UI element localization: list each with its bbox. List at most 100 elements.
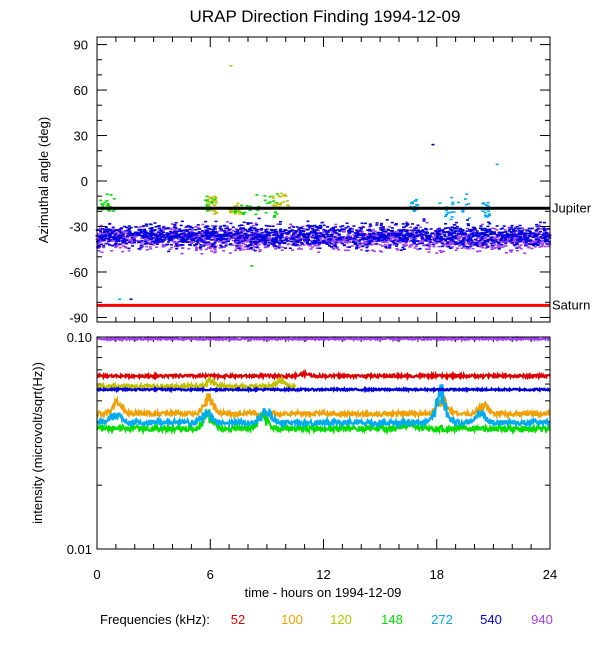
point-540-khz	[243, 239, 247, 241]
point-540-khz	[499, 234, 503, 237]
point-540-khz	[191, 239, 195, 242]
point-940-khz	[471, 230, 475, 233]
point-940-khz	[522, 239, 526, 242]
point-540-khz	[215, 238, 219, 240]
point-272-khz	[482, 202, 486, 204]
point-940-khz	[457, 237, 461, 240]
point-540-khz	[499, 228, 503, 230]
point-540-khz	[534, 242, 538, 245]
point-540-khz	[284, 247, 288, 249]
point-540-khz	[497, 248, 501, 250]
point-940-khz	[177, 238, 181, 240]
point-540-khz	[452, 240, 456, 243]
series-line-100-khz	[96, 393, 551, 420]
point-540-khz	[371, 232, 375, 235]
point-940-khz	[414, 245, 418, 247]
point-540-khz	[340, 228, 344, 231]
point-940-khz	[462, 241, 466, 243]
point-940-khz	[282, 237, 286, 239]
point-940-khz	[478, 236, 482, 238]
point-540-khz	[450, 239, 454, 241]
point-940-khz	[205, 244, 209, 246]
point-540-khz	[437, 227, 441, 230]
point-940-khz	[404, 242, 408, 244]
point-540-khz	[475, 230, 479, 232]
point-940-khz	[298, 244, 302, 247]
point-540-khz	[313, 236, 317, 239]
point-540-khz	[454, 221, 458, 224]
point-940-khz	[349, 235, 353, 238]
point-940-khz	[360, 235, 364, 238]
point-540-khz	[176, 233, 180, 236]
point-540-khz	[427, 238, 431, 240]
point-940-khz	[189, 241, 193, 243]
point-940-khz	[200, 252, 204, 255]
point-540-khz	[357, 240, 361, 242]
point-540-khz	[456, 225, 460, 228]
point-540-khz	[281, 232, 285, 235]
point-940-khz	[209, 242, 213, 245]
point-540-khz	[141, 235, 145, 238]
point-540-khz	[519, 232, 523, 235]
point-540-khz	[114, 237, 118, 240]
point-540-khz	[172, 230, 176, 233]
point-540-khz	[471, 235, 475, 238]
point-540-khz	[156, 237, 160, 240]
point-540-khz	[459, 240, 463, 243]
point-940-khz	[161, 243, 165, 246]
point-940-khz	[467, 233, 471, 236]
point-540-khz	[255, 234, 259, 236]
point-540-khz	[135, 231, 139, 234]
point-540-khz	[517, 232, 521, 234]
point-540-khz	[161, 240, 165, 243]
point-940-khz	[240, 241, 244, 244]
point-540-khz	[258, 234, 262, 237]
point-540-khz	[545, 239, 549, 241]
point-940-khz	[157, 230, 161, 232]
point-940-khz	[172, 241, 176, 244]
point-540-khz	[259, 236, 263, 239]
point-940-khz	[334, 223, 338, 226]
point-940-khz	[413, 247, 417, 249]
point-940-khz	[189, 231, 193, 234]
point-940-khz	[541, 242, 545, 244]
point-540-khz	[394, 234, 398, 237]
point-940-khz	[191, 241, 195, 244]
point-540-khz	[185, 236, 189, 239]
point-540-khz	[260, 239, 264, 241]
point-540-khz	[169, 239, 173, 241]
point-940-khz	[249, 233, 253, 236]
point-540-khz	[234, 230, 238, 233]
point-940-khz	[276, 223, 280, 226]
point-540-khz	[415, 231, 419, 233]
point-540-khz	[380, 239, 384, 242]
point-540-khz	[241, 234, 245, 237]
point-940-khz	[427, 245, 431, 248]
point-940-khz	[493, 227, 497, 230]
point-540-khz	[510, 236, 514, 239]
point-540-khz	[119, 231, 123, 234]
point-540-khz	[238, 237, 242, 239]
point-540-khz	[345, 222, 349, 225]
point-540-khz	[213, 241, 217, 244]
point-540-khz	[105, 242, 109, 245]
point-540-khz	[496, 235, 500, 237]
point-540-khz	[163, 238, 167, 241]
point-540-khz	[497, 241, 501, 244]
point-540-khz	[115, 229, 119, 231]
point-940-khz	[114, 239, 118, 242]
point-540-khz	[184, 238, 188, 241]
point-540-khz	[167, 250, 171, 253]
point-940-khz	[284, 241, 288, 244]
point-540-khz	[214, 234, 218, 237]
point-940-khz	[272, 240, 276, 242]
point-540-khz	[519, 240, 523, 242]
point-940-khz	[396, 249, 400, 251]
point-540-khz	[525, 229, 529, 232]
point-540-khz	[382, 238, 386, 241]
point-940-khz	[403, 245, 407, 247]
point-120-khz	[208, 196, 212, 199]
point-540-khz	[165, 234, 169, 236]
point-540-khz	[292, 232, 296, 234]
point-540-khz	[288, 230, 292, 232]
